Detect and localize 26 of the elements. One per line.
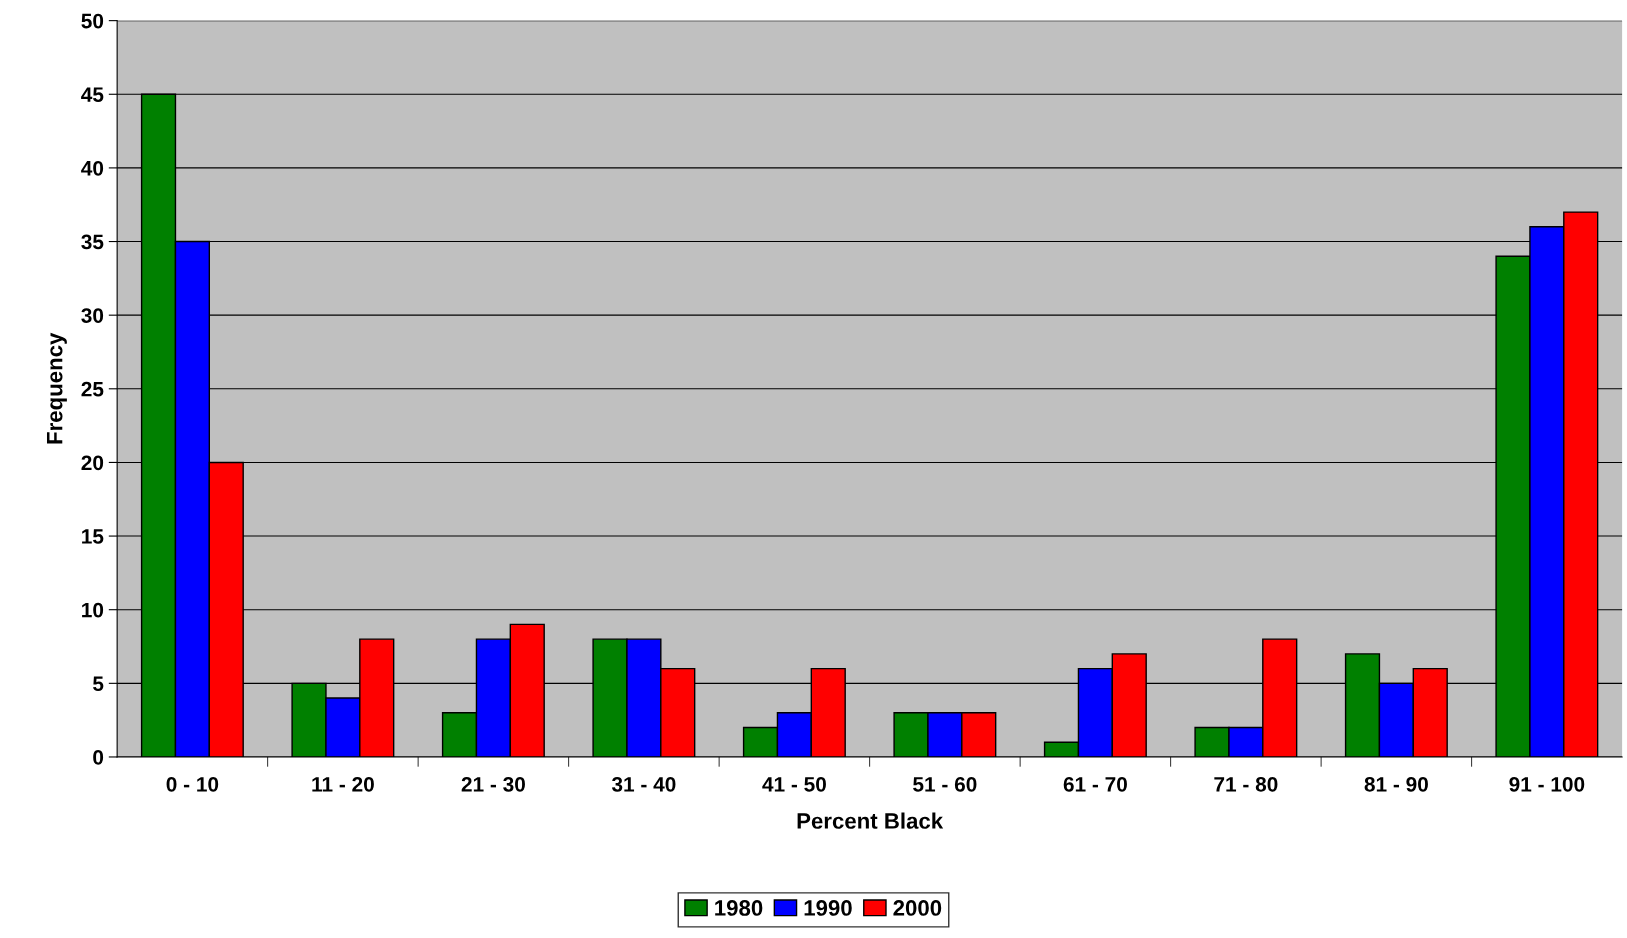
legend-label: 1990 bbox=[804, 900, 852, 916]
x-tick-label: 41 - 50 bbox=[762, 776, 826, 792]
x-tick-label: 81 - 90 bbox=[1364, 776, 1428, 792]
x-tick-label: 31 - 40 bbox=[611, 776, 676, 792]
x-tick-label: 71 - 80 bbox=[1214, 776, 1278, 792]
y-tick-label: 15 bbox=[82, 529, 104, 544]
legend-label: 1980 bbox=[715, 900, 763, 916]
x-tick-label: 21 - 30 bbox=[461, 776, 525, 792]
y-tick-label: 30 bbox=[81, 308, 104, 323]
y-tick-label: 10 bbox=[82, 602, 104, 618]
x-tick-label: 61 - 70 bbox=[1063, 776, 1127, 792]
x-tick-label: 91 - 100 bbox=[1509, 776, 1585, 792]
y-tick-label: 25 bbox=[81, 381, 104, 397]
x-tick-label: 51 - 60 bbox=[913, 776, 977, 792]
y-tick-label: 35 bbox=[81, 234, 104, 250]
x-axis-title: Percent Black bbox=[797, 812, 944, 829]
y-tick-label: 0 bbox=[93, 749, 104, 765]
x-tick-label: 11 - 20 bbox=[312, 776, 374, 792]
y-tick-label: 20 bbox=[81, 455, 104, 471]
y-tick-label: 50 bbox=[81, 13, 104, 29]
legend-label: 2000 bbox=[893, 900, 942, 916]
x-tick-label: 0 - 10 bbox=[166, 776, 219, 792]
y-tick-label: 5 bbox=[93, 676, 104, 692]
y-tick-label: 45 bbox=[81, 87, 104, 103]
y-axis-title: Frequency bbox=[46, 332, 67, 444]
y-tick-label: 40 bbox=[81, 160, 104, 176]
